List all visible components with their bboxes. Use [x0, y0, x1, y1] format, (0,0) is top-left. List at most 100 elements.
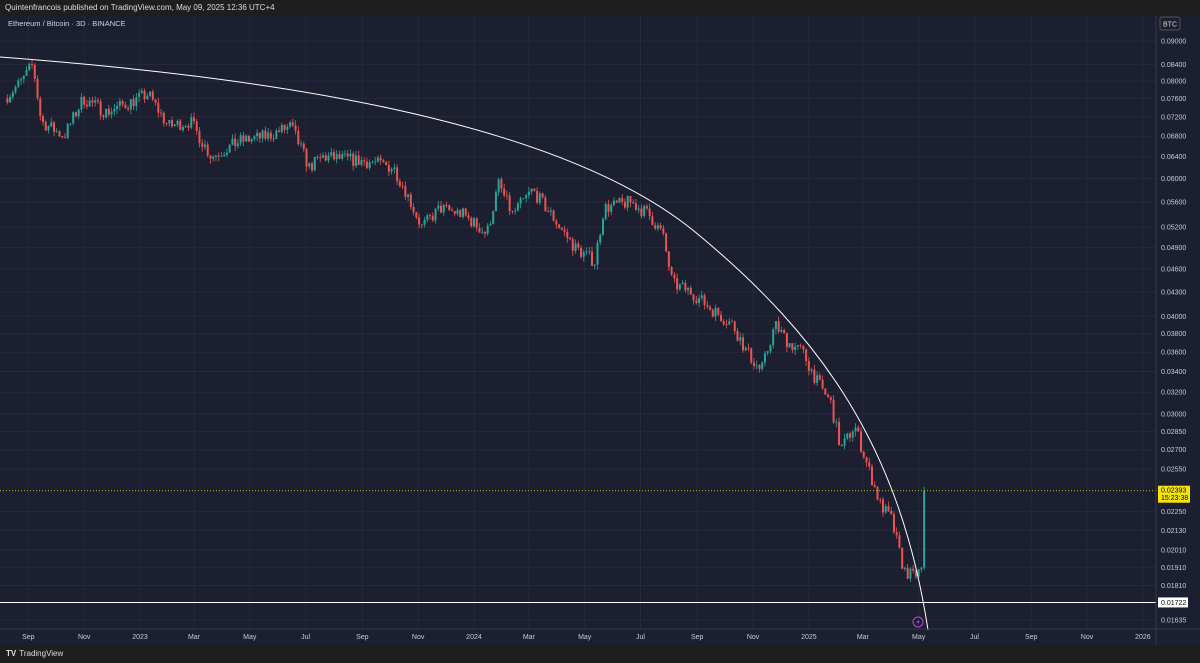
candle — [258, 132, 261, 144]
candle-body — [20, 79, 23, 81]
y-tick-label: 0.03400 — [1161, 369, 1186, 376]
candle — [868, 457, 871, 471]
candle-body — [393, 167, 396, 170]
y-tick-label: 0.02010 — [1161, 547, 1186, 554]
tradingview-logo[interactable]: TV — [6, 649, 17, 658]
candle — [563, 225, 566, 237]
candle — [239, 132, 242, 147]
candle-body — [203, 144, 206, 147]
candle-body — [689, 287, 692, 295]
candle-body — [530, 188, 533, 192]
candle — [533, 188, 536, 192]
candle — [582, 249, 585, 262]
price-chart[interactable]: BTC Ethereum / Bitcoin · 3D · BINANCE 0.… — [0, 16, 1200, 645]
candle — [481, 227, 484, 234]
candle-body — [171, 120, 174, 127]
candle-body — [549, 210, 552, 212]
lightning-icon[interactable] — [912, 616, 924, 628]
candle — [596, 239, 599, 270]
candle-body — [774, 321, 777, 330]
candle-body — [412, 206, 415, 213]
candle — [838, 417, 841, 446]
candle-body — [516, 203, 519, 211]
candle — [330, 147, 333, 158]
candle — [6, 94, 9, 105]
candle-body — [758, 365, 761, 369]
candle — [289, 120, 292, 129]
y-tick-label: 0.04600 — [1161, 266, 1186, 273]
candle — [190, 113, 193, 130]
candle — [423, 216, 426, 228]
candle — [846, 432, 849, 441]
candle — [151, 89, 154, 102]
candle-body — [212, 156, 215, 159]
candle-body — [341, 153, 344, 159]
candle — [278, 126, 281, 133]
candle — [426, 213, 429, 223]
candle-body — [313, 157, 316, 171]
candle — [728, 317, 731, 326]
candle — [231, 134, 234, 146]
candle-body — [665, 233, 668, 252]
candle — [198, 127, 201, 148]
candle — [807, 357, 810, 376]
candle — [829, 395, 832, 404]
candle-body — [409, 194, 412, 207]
candle — [404, 181, 407, 200]
candle-body — [604, 204, 607, 220]
candle — [393, 163, 396, 174]
candle-body — [569, 237, 572, 240]
candle-body — [36, 78, 39, 99]
candle — [849, 431, 852, 442]
candle-body — [387, 165, 390, 172]
candle-body — [286, 126, 289, 130]
candle — [94, 96, 97, 107]
price-scale[interactable] — [1156, 16, 1200, 629]
x-tick-label: 2025 — [801, 634, 817, 641]
candle-body — [94, 100, 97, 103]
candle-body — [440, 205, 443, 213]
candle-body — [184, 126, 187, 128]
candle-body — [69, 123, 72, 125]
candle — [201, 138, 204, 152]
candle-body — [827, 394, 830, 398]
candle-body — [920, 567, 923, 570]
candle-body — [58, 131, 61, 137]
candle — [135, 92, 138, 111]
candle — [437, 201, 440, 212]
candle — [354, 150, 357, 169]
candle-body — [85, 104, 88, 107]
candle-body — [871, 466, 873, 486]
candle — [313, 156, 316, 172]
candle-body — [376, 157, 379, 162]
candle — [695, 295, 698, 305]
candle-body — [854, 427, 857, 432]
candle-body — [289, 122, 292, 127]
candle-body — [305, 149, 308, 167]
candle-body — [610, 204, 613, 212]
candle — [121, 99, 124, 107]
candle — [72, 111, 75, 126]
candle — [143, 88, 146, 103]
candle — [670, 266, 673, 277]
currency-badge[interactable] — [1159, 16, 1181, 31]
candle-body — [110, 111, 113, 115]
candle — [508, 192, 511, 216]
candle-body — [887, 506, 890, 511]
candle-body — [352, 153, 355, 166]
candle — [571, 236, 574, 256]
arc-trendline[interactable] — [0, 56, 929, 631]
candle-body — [272, 138, 275, 140]
candle — [577, 240, 580, 251]
chart-area[interactable]: BTC Ethereum / Bitcoin · 3D · BINANCE 0.… — [0, 16, 1200, 645]
candle — [157, 97, 160, 118]
candle — [739, 332, 742, 346]
candle — [538, 191, 541, 206]
candle — [909, 567, 912, 582]
candle — [500, 176, 503, 193]
candle — [903, 566, 906, 572]
candle — [182, 124, 185, 133]
candle — [832, 395, 835, 424]
candle-body — [632, 202, 635, 204]
candle-body — [61, 136, 64, 138]
